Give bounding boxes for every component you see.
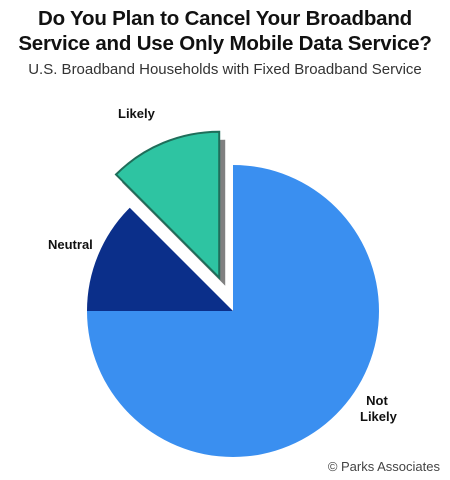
slice-label-not-likely-line-2: Likely [360, 409, 397, 424]
chart-title-line-1: Do You Plan to Cancel Your Broadband [38, 7, 412, 30]
chart-subtitle: U.S. Broadband Households with Fixed Bro… [28, 61, 422, 78]
slice-label-not-likely-line-1: Not [366, 393, 388, 408]
copyright-notice: © Parks Associates [327, 459, 440, 474]
slice-label-not-likely: Not Likely [360, 393, 397, 425]
chart-title-line-2: Service and Use Only Mobile Data Service… [18, 32, 432, 55]
slice-label-likely: Likely [118, 106, 155, 121]
slice-label-neutral: Neutral [48, 237, 93, 252]
pie-slice-neutral [87, 207, 233, 311]
pie-slice-likely [114, 130, 221, 281]
chart-title: Do You Plan to Cancel Your Broadband Ser… [0, 6, 450, 56]
